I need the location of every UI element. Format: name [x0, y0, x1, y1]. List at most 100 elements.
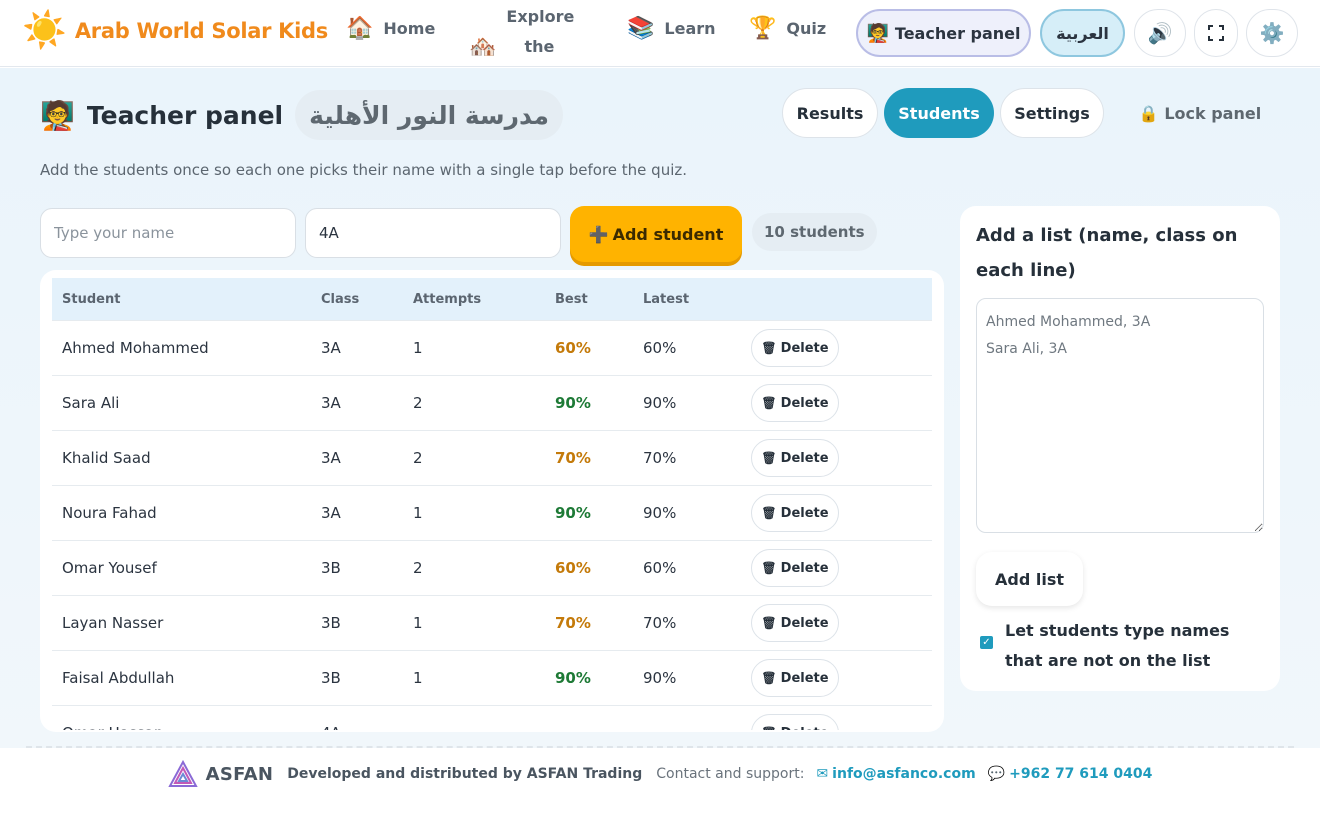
envelope-icon: ✉	[816, 766, 829, 782]
fullscreen-button[interactable]	[1194, 9, 1238, 57]
gear-icon: ⚙️	[1259, 21, 1285, 45]
delete-label: Delete	[780, 395, 829, 411]
nav-explore-city[interactable]: 🏘️ Explore the City	[469, 2, 575, 92]
cell-class: 3A	[321, 394, 341, 412]
cell-actions: 🗑Delete	[751, 604, 932, 642]
allow-unlisted-names-option[interactable]: ✓ Let students type names that are not o…	[980, 616, 1270, 676]
speaker-icon: 🔊	[1147, 21, 1173, 45]
house-icon: 🏠	[346, 16, 374, 41]
trash-icon: 🗑	[761, 341, 777, 355]
add-student-label: Add student	[612, 224, 724, 244]
cell-best: 70%	[555, 614, 591, 632]
trash-icon: 🗑	[761, 506, 777, 520]
brand[interactable]: ☀️ Arab World Solar Kids	[22, 8, 328, 54]
cell-actions: 🗑Delete	[751, 549, 932, 587]
sound-button[interactable]: 🔊	[1134, 9, 1186, 57]
nav-explore-line1: Explore	[506, 7, 575, 26]
asfan-logo-text: ASFAN	[205, 763, 274, 785]
sun-icon: ☀️	[22, 10, 67, 51]
students-table[interactable]: Student Class Attempts Best Latest Ahmed…	[52, 278, 932, 730]
lock-panel-label: Lock panel	[1164, 103, 1262, 123]
add-list-button[interactable]: Add list	[976, 552, 1083, 606]
cell-latest: 90%	[643, 394, 677, 412]
nav-quiz[interactable]: 🏆 Quiz	[749, 16, 826, 41]
cell-latest: 60%	[643, 559, 677, 577]
phone-text: +962 77 614 0404	[1009, 766, 1153, 782]
cell-attempts: 1	[413, 504, 423, 522]
delete-student-button[interactable]: 🗑Delete	[751, 439, 839, 477]
fullscreen-icon	[1208, 25, 1224, 41]
language-button[interactable]: العربية	[1040, 9, 1125, 57]
cell-actions: 🗑Delete	[751, 494, 932, 532]
cell-class: 3A	[321, 339, 341, 357]
delete-student-button[interactable]: 🗑Delete	[751, 549, 839, 587]
tab-settings[interactable]: Settings	[1000, 88, 1104, 138]
teacher-panel-button[interactable]: 🧑‍🏫 Teacher panel	[856, 9, 1031, 57]
tab-results[interactable]: Results	[782, 88, 878, 138]
table-row: Khalid Saad 3A 2 70% 70% 🗑 Delete	[52, 430, 932, 485]
bulk-list-textarea[interactable]: Ahmed Mohammed, 3A Sara Ali, 3A	[976, 298, 1264, 533]
student-name-input[interactable]	[40, 208, 296, 258]
student-count-badge: 10 students	[752, 213, 877, 251]
table-row: Layan Nasser 3B 1 70% 70% 🗑 Delete	[52, 595, 932, 650]
delete-student-button[interactable]: 🗑Delete	[751, 384, 839, 422]
trash-icon: 🗑	[761, 451, 777, 465]
cell-student: Layan Nasser	[62, 614, 164, 632]
delete-student-button[interactable]: 🗑Delete	[751, 329, 839, 367]
cell-attempts: 1	[413, 614, 423, 632]
header-attempts: Attempts	[413, 291, 482, 307]
cell-actions: 🗑Delete	[751, 384, 932, 422]
tab-students[interactable]: Students	[884, 88, 994, 138]
table-row: Noura Fahad 3A 1 90% 90% 🗑 Delete	[52, 485, 932, 540]
school-name-badge: مدرسة النور الأهلية	[295, 90, 563, 140]
page-title: Teacher panel	[86, 100, 284, 130]
table-row: Ahmed Mohammed 3A 1 60% 60% 🗑 Delete	[52, 320, 932, 375]
cell-best: 60%	[555, 559, 591, 577]
delete-student-button[interactable]: 🗑Delete	[751, 659, 839, 697]
table-body: Ahmed Mohammed 3A 1 60% 60% 🗑 Delete Sara Ali 3A…	[52, 320, 932, 730]
header-class: Class	[321, 291, 360, 307]
language-label: العربية	[1056, 23, 1109, 43]
delete-student-button[interactable]: 🗑Delete	[751, 714, 839, 730]
settings-button[interactable]: ⚙️	[1246, 9, 1298, 57]
table-row: Omar Yousef 3B 2 60% 60% 🗑 Delete	[52, 540, 932, 595]
nav-learn[interactable]: 📚 Learn	[627, 16, 716, 41]
cell-best: 90%	[555, 504, 591, 522]
lock-panel-button[interactable]: 🔒 Lock panel	[1132, 88, 1268, 138]
nav-home[interactable]: 🏠 Home	[346, 16, 435, 41]
add-student-button[interactable]: ➕ Add student	[570, 206, 742, 262]
teacher-panel-label: Teacher panel	[894, 23, 1021, 43]
cell-best: 70%	[555, 449, 591, 467]
brand-name: Arab World Solar Kids	[74, 19, 328, 43]
cell-latest: 70%	[643, 449, 677, 467]
cell-attempts: 1	[413, 339, 423, 357]
table-row: Faisal Abdullah 3B 1 90% 90% 🗑 Delete	[52, 650, 932, 705]
delete-label: Delete	[780, 560, 829, 576]
student-class-input[interactable]	[305, 208, 561, 258]
cell-best: 90%	[555, 669, 591, 687]
bulk-add-title: Add a list (name, class on each line)	[976, 225, 1238, 281]
teacher-icon: 🧑‍🏫	[866, 22, 889, 44]
cell-best: 60%	[555, 339, 591, 357]
delete-student-button[interactable]: 🗑Delete	[751, 604, 839, 642]
allow-unlisted-checkbox[interactable]: ✓	[980, 636, 993, 649]
trash-icon: 🗑	[761, 616, 777, 630]
cell-class: 3A	[321, 449, 341, 467]
cell-student: Noura Fahad	[62, 504, 157, 522]
cell-actions: 🗑Delete	[751, 439, 932, 477]
delete-label: Delete	[780, 615, 829, 631]
lock-icon: 🔒	[1138, 103, 1159, 123]
header-best: Best	[555, 291, 588, 307]
cell-attempts: 2	[413, 559, 423, 577]
trash-icon: 🗑	[761, 396, 777, 410]
delete-student-button[interactable]: 🗑Delete	[751, 494, 839, 532]
delete-label: Delete	[780, 450, 829, 466]
trash-icon: 🗑	[761, 671, 777, 685]
allow-unlisted-label: Let students type names that are not on …	[1005, 621, 1230, 670]
phone-link[interactable]: 💬 +962 77 614 0404	[988, 766, 1153, 782]
houses-icon: 🏘️	[469, 34, 497, 60]
asfan-logo-icon	[167, 760, 198, 787]
email-link[interactable]: ✉ info@asfanco.com	[816, 766, 975, 782]
email-text: info@asfanco.com	[832, 766, 976, 782]
footer-divider	[26, 746, 1294, 748]
